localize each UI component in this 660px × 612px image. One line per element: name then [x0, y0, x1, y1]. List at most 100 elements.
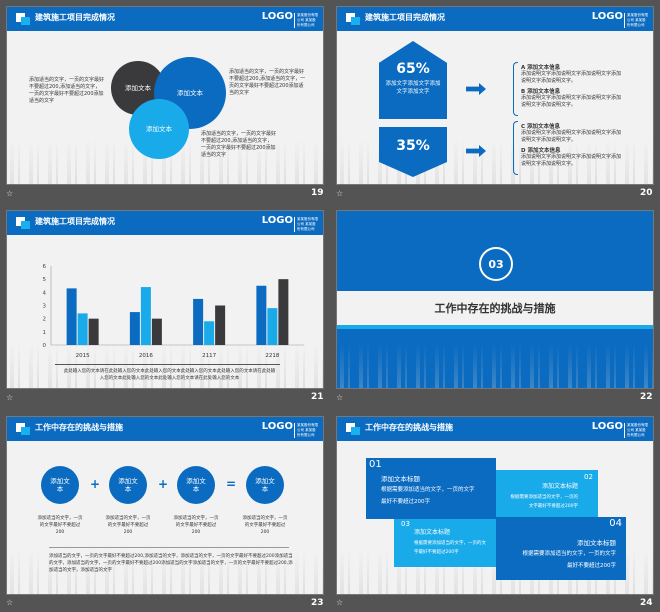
y-tick-label: 5: [43, 277, 47, 283]
slide-header: 工作中存在的挑战与措施 LOGO 某某股份有限公司 某某股份有限公司: [7, 417, 323, 441]
bar-chart: 0 1 2 3 4 5 6 2015 2016 2117 2218: [43, 264, 304, 359]
circle-text: 添加适当的文字，一页的文字最好不要超过200: [105, 516, 151, 535]
divider-line: [49, 547, 289, 548]
circle-text: 添加适当的文字，一页的文字最好不要超过200: [173, 516, 219, 535]
plus-sign: +: [158, 477, 169, 491]
slide-title: 工作中存在的挑战与措施: [35, 423, 123, 432]
bar: [278, 279, 289, 345]
circle-2: 添加文本: [109, 466, 147, 504]
slide-title: 建筑施工项目完成情况: [35, 13, 115, 22]
equals-sign: =: [226, 477, 237, 491]
slide-number: 24: [640, 598, 653, 608]
bar: [77, 313, 88, 345]
skyline-background: [337, 343, 653, 388]
star-icon[interactable]: ☆: [6, 189, 14, 198]
slide-number: 22: [640, 392, 653, 402]
slide-number: 23: [311, 598, 324, 608]
bar: [193, 298, 204, 345]
star-icon[interactable]: ☆: [336, 189, 344, 198]
star-icon[interactable]: ☆: [336, 598, 344, 607]
text-bottom: 添加适当的文字，一页的文字最好不要超过200,添加适当的文字，一页的文字最好不要…: [201, 131, 277, 158]
arrow-icon: [466, 83, 486, 95]
y-tick-label: 0: [43, 343, 47, 349]
circle-4: 添加文本: [246, 466, 284, 504]
x-tick-label: 2016: [139, 353, 153, 359]
circle-3: 添加文本: [177, 466, 215, 504]
company-name: 某某股份有限公司 某某股份有限公司: [624, 13, 648, 28]
slide-number: 20: [640, 188, 653, 198]
circle-text: 添加适当的文字，一页的文字最好不要超过200: [242, 516, 288, 535]
logo: LOGO: [591, 11, 623, 22]
bar: [140, 287, 151, 345]
box-03: 03 添加文本标题 根据需要添加适当的文字，一页的文字最好不要超过200字: [394, 517, 496, 567]
percent-bottom: 35%: [396, 138, 430, 154]
x-tick-label: 2117: [202, 353, 216, 359]
star-icon[interactable]: ☆: [6, 393, 14, 402]
brace: [513, 121, 518, 175]
section-title: 工作中存在的挑战与措施: [434, 302, 556, 315]
top-text: 添加文字添加文字添加文字添加文字: [385, 81, 441, 95]
bar: [204, 321, 215, 345]
y-tick-label: 2: [43, 317, 47, 323]
company-name: 某某股份有限公司 某某股份有限公司: [624, 423, 648, 438]
star-icon[interactable]: ☆: [336, 393, 344, 402]
company-name: 某某股份有限公司 某某股份有限公司: [294, 423, 318, 438]
star-icon[interactable]: ☆: [6, 598, 14, 607]
bar: [256, 285, 267, 345]
slide-number: 21: [311, 392, 324, 402]
slide-19-thumbnail[interactable]: 建筑施工项目完成情况 LOGO 某某股份有限公司 某某股份有限公司 添加文本 添…: [6, 6, 324, 185]
bar: [151, 318, 162, 345]
skyline-background: [7, 549, 323, 594]
slide-title: 工作中存在的挑战与措施: [365, 423, 453, 432]
skyline-background: [7, 343, 323, 388]
slide-22-thumbnail[interactable]: 03 工作中存在的挑战与措施: [336, 210, 654, 389]
slide-21-thumbnail[interactable]: 建筑施工项目完成情况 LOGO 某某股份有限公司 某某股份有限公司 0 1 2 3 4 5…: [6, 210, 324, 389]
slide-24-thumbnail[interactable]: 工作中存在的挑战与措施 LOGO 某某股份有限公司 某某股份有限公司 02 添加…: [336, 416, 654, 595]
circle-text: 添加适当的文字，一页的文字最好不要超过200: [37, 516, 83, 535]
x-tick-label: 2015: [76, 353, 90, 359]
circle-1: 添加文本: [41, 466, 79, 504]
slide-20-thumbnail[interactable]: 建筑施工项目完成情况 LOGO 某某股份有限公司 某某股份有限公司 65% 添加…: [336, 6, 654, 185]
brace: [513, 62, 518, 116]
chart-caption: 此处输入您的文本请在此处输入您的文本此处输入您的文本此处输入您的文本此处输入您的…: [63, 369, 276, 381]
hexagon-top: 65% 添加文字添加文字添加文字添加文字: [379, 41, 447, 119]
slide-title: 建筑施工项目完成情况: [35, 217, 115, 226]
text-right: 添加适当的文字，一页的文字最好不要超过200,添加适当的文字，一页的文字最好不要…: [229, 69, 306, 96]
y-tick-label: 4: [43, 290, 47, 296]
y-tick-label: 3: [43, 304, 47, 310]
bar: [88, 318, 99, 345]
logo: LOGO: [261, 11, 293, 22]
slide-header: 建筑施工项目完成情况 LOGO 某某股份有限公司 某某股份有限公司: [337, 7, 653, 31]
box-01: 01 添加文本标题 根据需要添加适当的文字，一页的文字最好不要超过200字: [366, 458, 496, 519]
title-band: 工作中存在的挑战与措施: [337, 291, 653, 329]
y-tick-label: 6: [43, 264, 47, 270]
section-number-circle: 03: [479, 247, 513, 281]
logo: LOGO: [261, 215, 293, 226]
slide-header: 建筑施工项目完成情况 LOGO 某某股份有限公司 某某股份有限公司: [7, 211, 323, 235]
company-name: 某某股份有限公司 某某股份有限公司: [294, 13, 318, 28]
logo: LOGO: [261, 421, 293, 432]
bar: [129, 312, 140, 345]
box-02: 02 添加文本标题 根据需要添加适当的文字，一页的文字最好不要超过200字: [496, 470, 598, 517]
slide-title: 建筑施工项目完成情况: [365, 13, 445, 22]
slide-23-thumbnail[interactable]: 工作中存在的挑战与措施 LOGO 某某股份有限公司 某某股份有限公司 添加文本 …: [6, 416, 324, 595]
box-04: 04 添加文本标题 根据需要添加适当的文字，一页的文字最好不要超过200字: [496, 517, 626, 580]
info-list-top: A 添加文本信息 添加说明文字添加说明文字添加说明文字添加说明文字添加说明文字。…: [521, 65, 622, 108]
y-tick-label: 1: [43, 330, 47, 336]
plus-sign: +: [90, 477, 101, 491]
x-tick-label: 2218: [265, 353, 279, 359]
divider-line: [55, 364, 280, 365]
text-left: 添加适当的文字，一页的文字最好不要超过200,添加适当的文字，一页的文字最好不要…: [29, 77, 105, 104]
slide-number: 19: [311, 188, 324, 198]
paragraph: 添加适当的文字，一页的文字最好不要超过200,添加适当的文字，添加适当的文字，一…: [49, 554, 293, 573]
info-list-bottom: C 添加文本信息 添加说明文字添加说明文字添加说明文字添加说明文字添加说明文字。…: [521, 124, 622, 167]
bar: [267, 308, 278, 345]
logo: LOGO: [591, 421, 623, 432]
slide-header: 工作中存在的挑战与措施 LOGO 某某股份有限公司 某某股份有限公司: [337, 417, 653, 441]
slide-header: 建筑施工项目完成情况 LOGO 某某股份有限公司 某某股份有限公司: [7, 7, 323, 31]
bar: [215, 305, 226, 345]
bar: [66, 288, 77, 345]
circle-light: 添加文本: [129, 99, 189, 159]
percent-top: 65%: [396, 61, 430, 77]
company-name: 某某股份有限公司 某某股份有限公司: [294, 217, 318, 232]
